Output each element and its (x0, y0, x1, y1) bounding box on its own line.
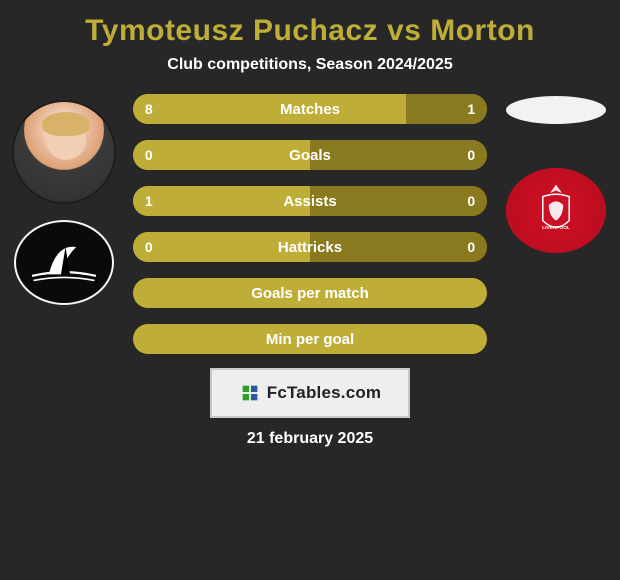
page-title: Tymoteusz Puchacz vs Morton (85, 14, 535, 48)
bar-fill-right (310, 186, 487, 216)
svg-text:LIVERPOOL: LIVERPOOL (542, 225, 570, 231)
fctables-logo-icon (239, 382, 261, 404)
bar-fill-left (133, 94, 406, 124)
plymouth-icon (26, 233, 102, 293)
bar-fill-right (310, 140, 487, 170)
stat-bar-goals: Goals00 (133, 140, 487, 170)
club-badge-liverpool: LIVERPOOL (506, 168, 606, 253)
bar-fill-left (133, 140, 310, 170)
player-avatar-right-placeholder (506, 96, 606, 124)
liverpool-icon: LIVERPOOL (526, 181, 586, 241)
bar-fill-left (133, 232, 310, 262)
stat-bar-min-per-goal: Min per goal (133, 324, 487, 354)
club-badge-plymouth (14, 220, 114, 305)
stat-bar-assists: Assists10 (133, 186, 487, 216)
stat-bar-matches: Matches81 (133, 94, 487, 124)
content-row: Matches81 Goals00 Assists10 Hattricks00 Goal… (10, 94, 610, 354)
page-subtitle: Club competitions, Season 2024/2025 (167, 56, 452, 74)
right-column: LIVERPOOL (501, 94, 610, 253)
stat-bar-goals-per-match: Goals per match (133, 278, 487, 308)
stat-bar-hattricks: Hattricks00 (133, 232, 487, 262)
bar-fill-left (133, 324, 487, 354)
bar-fill-left (133, 186, 310, 216)
bar-fill-right (310, 232, 487, 262)
comparison-bars: Matches81 Goals00 Assists10 Hattricks00 Goal… (133, 94, 487, 354)
footer-date: 21 february 2025 (247, 430, 373, 448)
bar-fill-left (133, 278, 487, 308)
comparison-infographic: Tymoteusz Puchacz vs Morton Club competi… (0, 0, 620, 456)
left-column (10, 94, 119, 305)
player-avatar-left (12, 100, 116, 204)
brand-text: FcTables.com (267, 383, 382, 403)
brand-badge: FcTables.com (210, 368, 410, 418)
bar-fill-right (406, 94, 488, 124)
